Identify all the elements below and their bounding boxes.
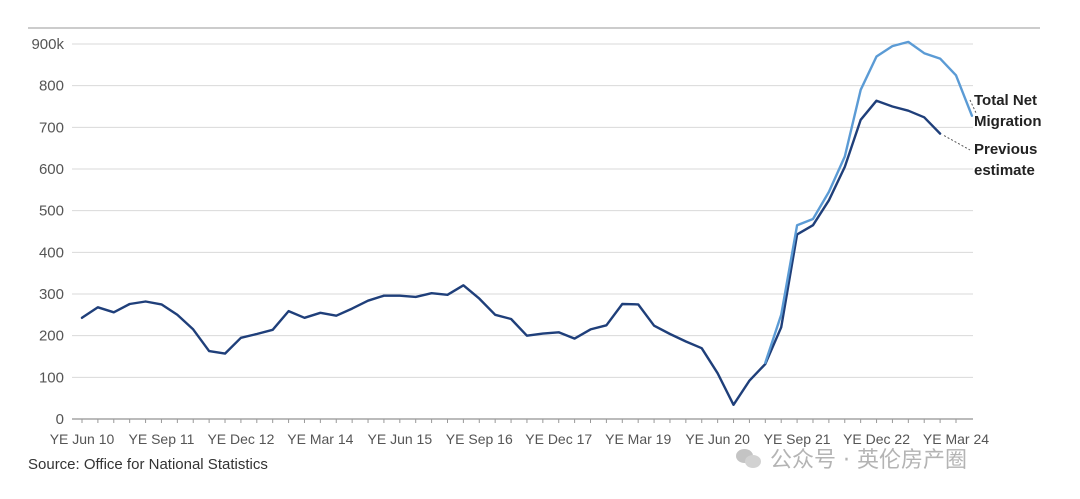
x-tick-label: YE Dec 22 [843, 431, 910, 447]
series-line [764, 40, 974, 364]
x-tick-label: YE Sep 16 [446, 431, 513, 447]
y-tick-label: 500 [39, 203, 64, 220]
source-note: Source: Office for National Statistics [28, 456, 268, 473]
x-tick-label: YE Mar 14 [287, 431, 353, 447]
label-previous-estimate-1: Previous [974, 141, 1037, 158]
label-previous-estimate-2: estimate [974, 162, 1035, 179]
x-tick-label: YE Sep 11 [129, 431, 195, 447]
series-lines [80, 40, 974, 406]
label-leader [943, 135, 971, 151]
y-tick-label: 900k [31, 36, 64, 53]
y-tick-label: 0 [56, 411, 64, 428]
watermark-text: 公众号 · 英伦房产圈 [770, 448, 967, 473]
wechat-icon [736, 447, 762, 469]
series-line [80, 99, 942, 406]
x-tick-label: YE Sep 21 [764, 431, 831, 447]
label-leaders [943, 99, 977, 151]
y-tick-label: 200 [39, 328, 64, 345]
y-axis-ticks: 0 100 200 300 400 500 600 700 800 900k [31, 36, 64, 428]
x-tick-label: YE Dec 12 [207, 431, 274, 447]
x-tick-label: YE Jun 15 [368, 431, 433, 447]
watermark: 公众号 · 英伦房产圈 [736, 442, 967, 474]
x-tick-label: YE Dec 17 [525, 431, 592, 447]
x-tick-label: YE Jun 20 [685, 431, 750, 447]
x-tick-label: YE Jun 10 [50, 431, 115, 447]
gridlines [72, 43, 973, 378]
label-total-net-migration-2: Migration [974, 113, 1042, 130]
x-tick-label: YE Mar 24 [923, 431, 989, 447]
x-axis: YE Jun 10 YE Sep 11 YE Dec 12 YE Mar 14 YE J… [50, 418, 989, 447]
series-labels: Total Net Migration Previous estimate [974, 92, 1042, 179]
y-tick-label: 700 [39, 119, 64, 136]
y-tick-label: 400 [39, 244, 64, 261]
y-tick-label: 800 [39, 78, 64, 95]
y-tick-label: 600 [39, 161, 64, 178]
label-total-net-migration-1: Total Net [974, 92, 1037, 109]
y-tick-label: 100 [39, 369, 64, 386]
y-tick-label: 300 [39, 286, 64, 303]
x-tick-label: YE Mar 19 [605, 431, 671, 447]
